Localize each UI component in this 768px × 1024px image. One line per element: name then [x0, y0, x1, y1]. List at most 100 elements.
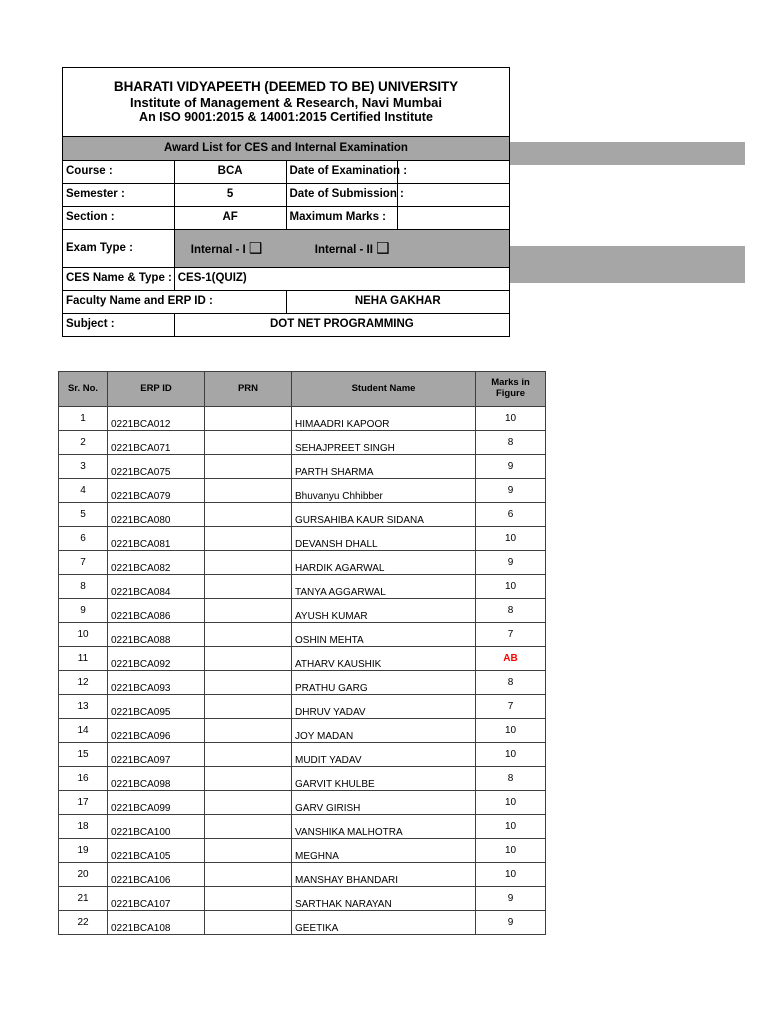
subject-value[interactable]: DOT NET PROGRAMMING	[173, 313, 511, 337]
cell-sr-no: 19	[58, 838, 108, 863]
award-list-title-row: Award List for CES and Internal Examinat…	[62, 136, 510, 161]
cell-student-name: SEHAJPREET SINGH	[291, 430, 476, 455]
exam-type-internal-2-label: Internal - II	[314, 243, 373, 256]
cell-sr-no: 22	[58, 910, 108, 935]
internal-1-checkbox-icon[interactable]: ❑	[248, 238, 263, 257]
cell-prn[interactable]	[204, 406, 292, 431]
cell-marks[interactable]: 10	[475, 406, 546, 431]
cell-prn[interactable]	[204, 886, 292, 911]
table-row: 16 0221BCA098 GARVIT KHULBE 8	[58, 766, 546, 791]
cell-marks[interactable]: 8	[475, 598, 546, 623]
cell-sr-no: 2	[58, 430, 108, 455]
semester-row: Semester : 5 Date of Submission :	[62, 183, 510, 207]
cell-prn[interactable]	[204, 550, 292, 575]
cell-marks[interactable]: 8	[475, 670, 546, 695]
cell-student-name: AYUSH KUMAR	[291, 598, 476, 623]
table-row: 7 0221BCA082 HARDIK AGARWAL 9	[58, 550, 546, 575]
cell-prn[interactable]	[204, 454, 292, 479]
cell-prn[interactable]	[204, 814, 292, 839]
cell-prn[interactable]	[204, 526, 292, 551]
cell-prn[interactable]	[204, 742, 292, 767]
cell-prn[interactable]	[204, 838, 292, 863]
cell-marks[interactable]: 10	[475, 526, 546, 551]
cell-marks[interactable]: 10	[475, 790, 546, 815]
cell-marks[interactable]: 9	[475, 454, 546, 479]
cell-student-name: Bhuvanyu Chhibber	[291, 478, 476, 503]
exam-type-options: Internal - I ❑ Internal - II ❑	[173, 229, 511, 268]
cell-prn[interactable]	[204, 478, 292, 503]
cell-prn[interactable]	[204, 430, 292, 455]
cell-marks[interactable]: 10	[475, 814, 546, 839]
cell-marks[interactable]: 10	[475, 718, 546, 743]
faculty-label: Faculty Name and ERP ID :	[62, 290, 287, 314]
cell-marks[interactable]: 9	[475, 478, 546, 503]
cell-prn[interactable]	[204, 622, 292, 647]
cell-marks[interactable]: 10	[475, 742, 546, 767]
cell-marks[interactable]: 8	[475, 766, 546, 791]
cell-prn[interactable]	[204, 862, 292, 887]
cell-erp-id: 0221BCA105	[107, 838, 205, 863]
section-value[interactable]: AF	[173, 206, 287, 230]
cell-prn[interactable]	[204, 646, 292, 671]
table-row: 20 0221BCA106 MANSHAY BHANDARI 10	[58, 862, 546, 887]
cell-marks[interactable]: 6	[475, 502, 546, 527]
maximum-marks-value[interactable]	[397, 206, 510, 230]
cell-sr-no: 7	[58, 550, 108, 575]
ces-name-value[interactable]: CES-1(QUIZ)	[173, 267, 511, 291]
cell-student-name: PARTH SHARMA	[291, 454, 476, 479]
cell-prn[interactable]	[204, 598, 292, 623]
cell-prn[interactable]	[204, 502, 292, 527]
table-row: 14 0221BCA096 JOY MADAN 10	[58, 718, 546, 743]
cell-marks[interactable]: 9	[475, 550, 546, 575]
cell-erp-id: 0221BCA099	[107, 790, 205, 815]
semester-value[interactable]: 5	[173, 183, 287, 207]
internal-2-checkbox-icon[interactable]: ❑	[376, 238, 390, 257]
institution-name-line2: Institute of Management & Research, Navi…	[129, 94, 443, 110]
table-row: 12 0221BCA093 PRATHU GARG 8	[58, 670, 546, 695]
cell-erp-id: 0221BCA081	[107, 526, 205, 551]
cell-sr-no: 20	[58, 862, 108, 887]
cell-marks[interactable]: 10	[475, 574, 546, 599]
cell-marks[interactable]: 7	[475, 622, 546, 647]
cell-prn[interactable]	[204, 718, 292, 743]
cell-sr-no: 12	[58, 670, 108, 695]
cell-student-name: SARTHAK NARAYAN	[291, 886, 476, 911]
ces-name-row: CES Name & Type : CES-1(QUIZ)	[62, 267, 511, 291]
cell-sr-no: 4	[58, 478, 108, 503]
cell-prn[interactable]	[204, 790, 292, 815]
column-header-erp-id: ERP ID	[107, 371, 205, 407]
cell-student-name: PRATHU GARG	[291, 670, 476, 695]
cell-marks[interactable]: 8	[475, 430, 546, 455]
cell-marks[interactable]: 7	[475, 694, 546, 719]
cell-prn[interactable]	[204, 574, 292, 599]
cell-erp-id: 0221BCA082	[107, 550, 205, 575]
cell-marks[interactable]: AB	[475, 646, 546, 671]
cell-erp-id: 0221BCA071	[107, 430, 205, 455]
cell-student-name: JOY MADAN	[291, 718, 476, 743]
cell-marks[interactable]: 9	[475, 910, 546, 935]
date-of-submission-value[interactable]	[397, 183, 510, 207]
cell-student-name: ATHARV KAUSHIK	[291, 646, 476, 671]
cell-erp-id: 0221BCA108	[107, 910, 205, 935]
cell-marks[interactable]: 9	[475, 886, 546, 911]
marks-table-body: 1 0221BCA012 HIMAADRI KAPOOR 10 2 0221BCA071 S…	[58, 406, 546, 935]
cell-prn[interactable]	[204, 910, 292, 935]
cell-student-name: TANYA AGGARWAL	[291, 574, 476, 599]
cell-student-name: GARVIT KHULBE	[291, 766, 476, 791]
cell-sr-no: 8	[58, 574, 108, 599]
award-list-title: Award List for CES and Internal Examinat…	[62, 136, 510, 161]
cell-marks[interactable]: 10	[475, 838, 546, 863]
faculty-value[interactable]: NEHA GAKHAR	[285, 290, 510, 314]
cell-prn[interactable]	[204, 670, 292, 695]
cell-prn[interactable]	[204, 766, 292, 791]
cell-sr-no: 13	[58, 694, 108, 719]
course-value[interactable]: BCA	[173, 160, 287, 184]
cell-erp-id: 0221BCA095	[107, 694, 205, 719]
date-of-examination-value[interactable]	[397, 160, 510, 184]
cell-marks[interactable]: 10	[475, 862, 546, 887]
cell-prn[interactable]	[204, 694, 292, 719]
cell-sr-no: 18	[58, 814, 108, 839]
table-row: 18 0221BCA100 VANSHIKA MALHOTRA 10	[58, 814, 546, 839]
cell-erp-id: 0221BCA097	[107, 742, 205, 767]
cell-erp-id: 0221BCA012	[107, 406, 205, 431]
